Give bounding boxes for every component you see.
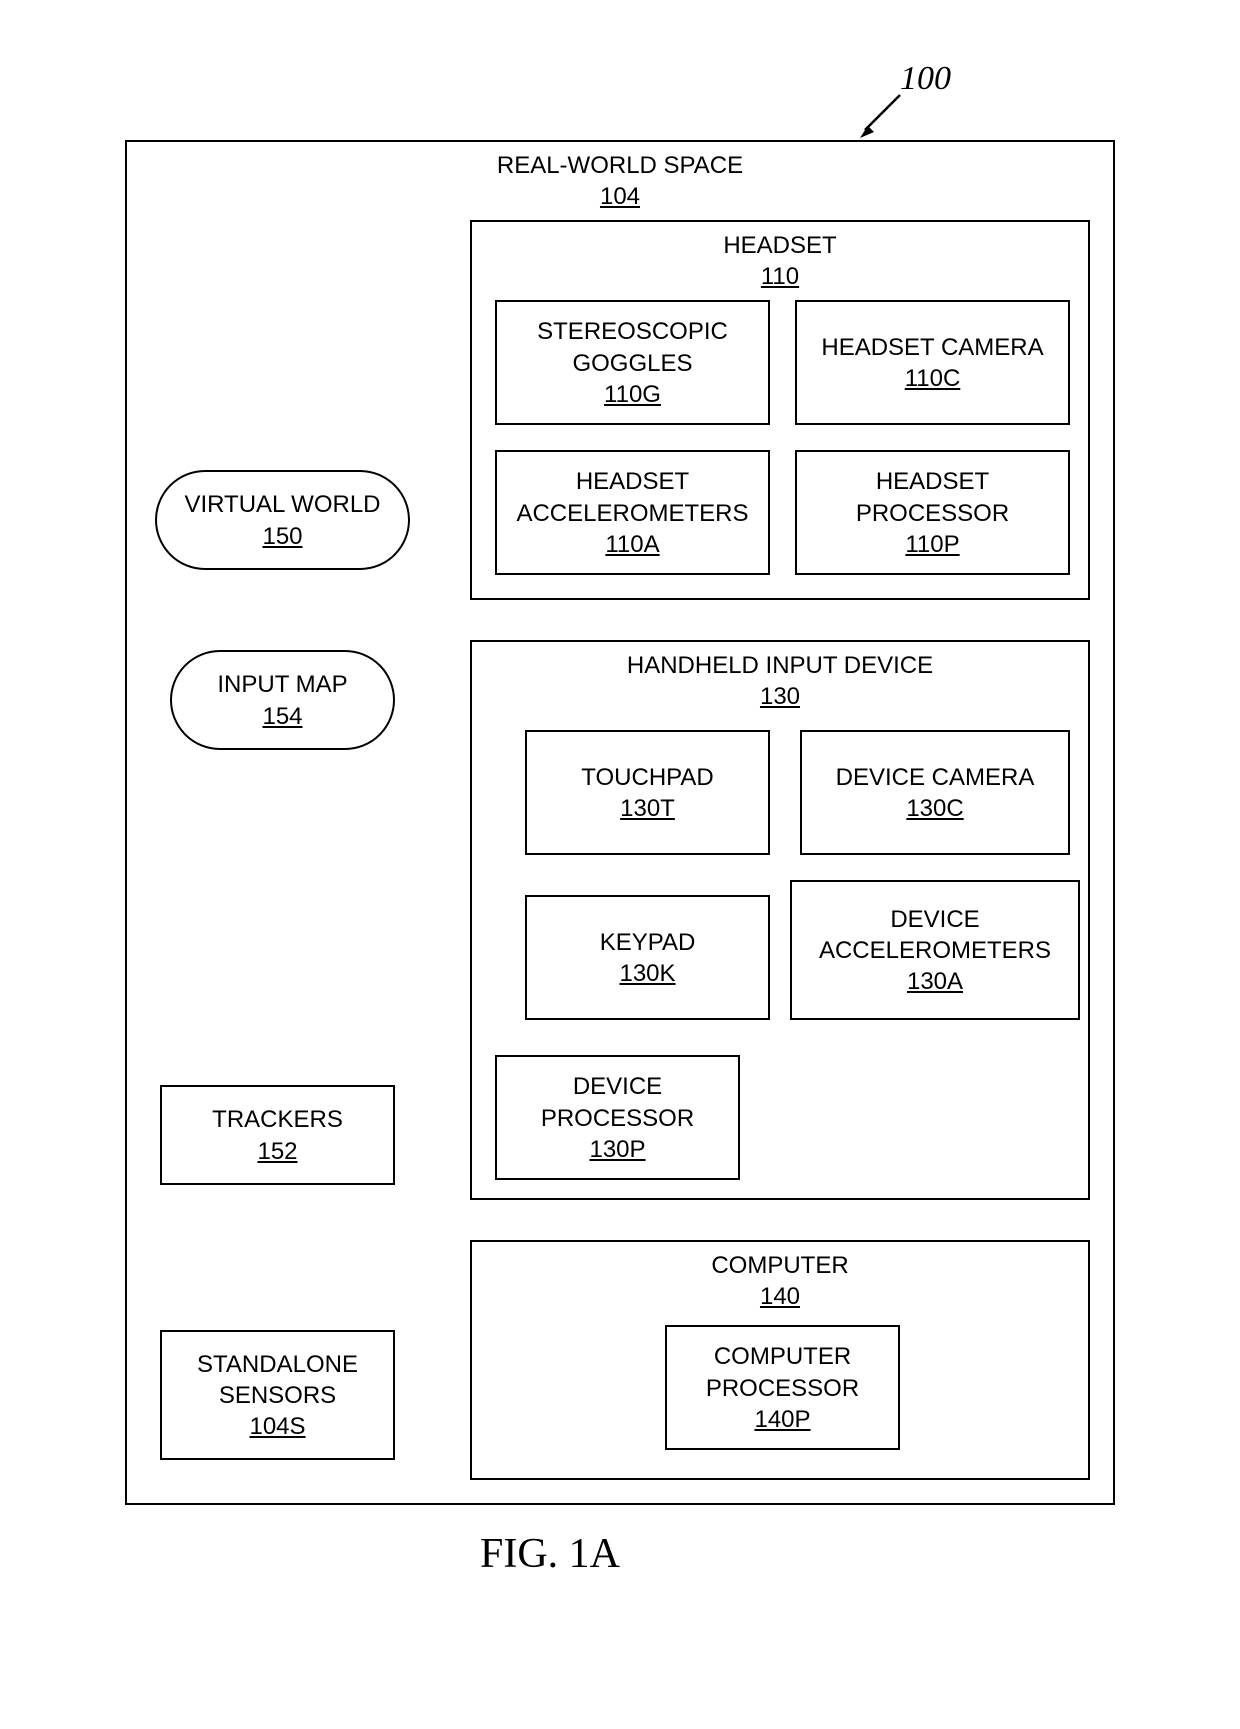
device-accel-label: DEVICE ACCELEROMETERS — [792, 904, 1078, 966]
keypad-box: KEYPAD 130K — [525, 895, 770, 1020]
headset-processor-box: HEADSET PROCESSOR 110P — [795, 450, 1070, 575]
computer-processor-ref: 140P — [754, 1406, 810, 1434]
virtual-world-label: VIRTUAL WORLD — [184, 489, 380, 520]
standalone-sensors-label: STANDALONE SENSORS — [162, 1349, 393, 1411]
real-world-space-ref: 104 — [127, 183, 1113, 211]
device-camera-box: DEVICE CAMERA 130C — [800, 730, 1070, 855]
headset-label: HEADSET — [472, 230, 1088, 261]
trackers-ref: 152 — [257, 1138, 297, 1166]
device-camera-label: DEVICE CAMERA — [836, 762, 1035, 793]
standalone-sensors-ref: 104S — [249, 1413, 305, 1441]
computer-processor-box: COMPUTER PROCESSOR 140P — [665, 1325, 900, 1450]
input-map-ref: 154 — [262, 703, 302, 731]
headset-ref: 110 — [472, 263, 1088, 291]
callout-arrow-icon — [850, 90, 910, 140]
handheld-device-label: HANDHELD INPUT DEVICE — [472, 650, 1088, 681]
figure-caption: FIG. 1A — [480, 1530, 620, 1578]
trackers-label: TRACKERS — [212, 1104, 343, 1135]
headset-accel-label: HEADSET ACCELEROMETERS — [497, 466, 768, 528]
device-accel-ref: 130A — [907, 968, 963, 996]
computer-processor-label: COMPUTER PROCESSOR — [667, 1341, 898, 1403]
device-processor-ref: 130P — [589, 1136, 645, 1164]
computer-label: COMPUTER — [472, 1250, 1088, 1281]
stereoscopic-goggles-ref: 110G — [604, 381, 661, 409]
input-map-label: INPUT MAP — [217, 669, 347, 700]
device-processor-box: DEVICE PROCESSOR 130P — [495, 1055, 740, 1180]
handheld-device-ref: 130 — [472, 683, 1088, 711]
stereoscopic-goggles-box: STEREOSCOPIC GOGGLES 110G — [495, 300, 770, 425]
headset-camera-label: HEADSET CAMERA — [821, 332, 1043, 363]
computer-header: COMPUTER 140 — [472, 1250, 1088, 1311]
keypad-ref: 130K — [619, 960, 675, 988]
trackers-box: TRACKERS 152 — [160, 1085, 395, 1185]
touchpad-ref: 130T — [620, 795, 675, 823]
real-world-space-label: REAL-WORLD SPACE — [127, 150, 1113, 181]
stereoscopic-goggles-label: STEREOSCOPIC GOGGLES — [497, 316, 768, 378]
headset-camera-ref: 110C — [905, 365, 961, 393]
virtual-world-pill: VIRTUAL WORLD 150 — [155, 470, 410, 570]
headset-accel-ref: 110A — [605, 531, 659, 559]
headset-accel-box: HEADSET ACCELEROMETERS 110A — [495, 450, 770, 575]
headset-processor-label: HEADSET PROCESSOR — [797, 466, 1068, 528]
device-accel-box: DEVICE ACCELEROMETERS 130A — [790, 880, 1080, 1020]
input-map-pill: INPUT MAP 154 — [170, 650, 395, 750]
keypad-label: KEYPAD — [600, 927, 696, 958]
touchpad-box: TOUCHPAD 130T — [525, 730, 770, 855]
standalone-sensors-box: STANDALONE SENSORS 104S — [160, 1330, 395, 1460]
headset-header: HEADSET 110 — [472, 230, 1088, 291]
real-world-space-header: REAL-WORLD SPACE 104 — [127, 150, 1113, 211]
computer-ref: 140 — [472, 1283, 1088, 1311]
touchpad-label: TOUCHPAD — [581, 762, 713, 793]
headset-processor-ref: 110P — [905, 531, 959, 559]
virtual-world-ref: 150 — [262, 523, 302, 551]
handheld-device-header: HANDHELD INPUT DEVICE 130 — [472, 650, 1088, 711]
device-processor-label: DEVICE PROCESSOR — [497, 1071, 738, 1133]
headset-camera-box: HEADSET CAMERA 110C — [795, 300, 1070, 425]
device-camera-ref: 130C — [906, 795, 963, 823]
